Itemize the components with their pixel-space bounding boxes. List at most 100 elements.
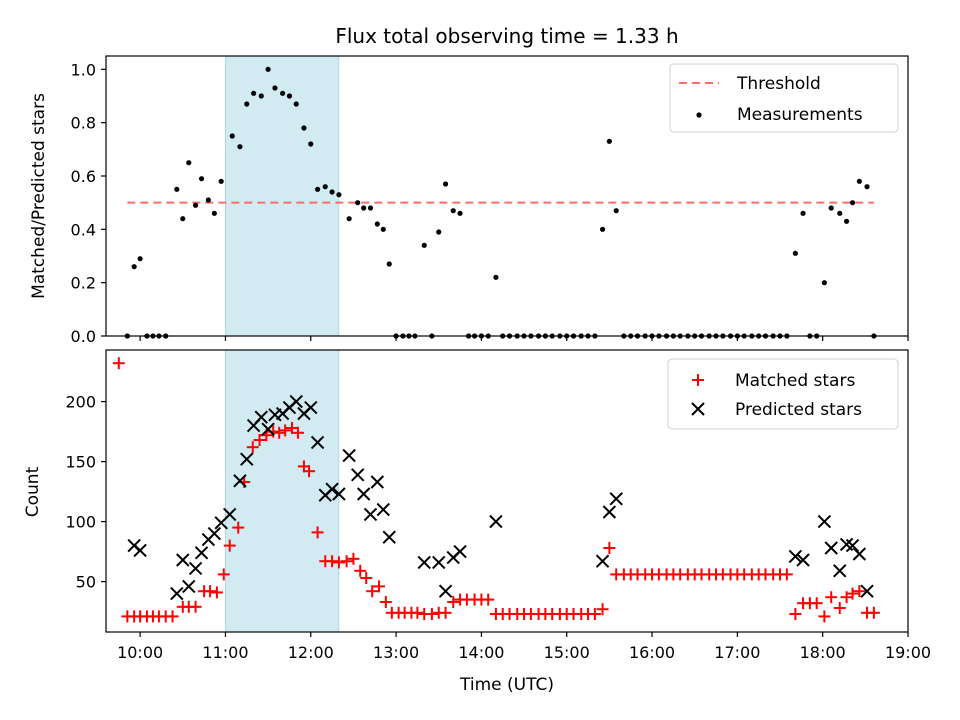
predicted-star-point — [788, 549, 803, 564]
matched-star-point — [279, 424, 292, 437]
bottom-panel: 50 100 150 200 10:00 11:00 12:00 13:00 14:00 15:… — [23, 349, 931, 695]
measurement-point — [837, 210, 843, 216]
predicted-star-point — [602, 505, 617, 519]
measurement-point — [314, 186, 321, 192]
measurement-point — [450, 208, 456, 214]
predicted-star-point — [240, 452, 254, 466]
measurement-point — [272, 85, 278, 91]
chart-title: Flux total observing time = 1.33 h — [335, 24, 678, 48]
measurement-point — [361, 205, 367, 211]
matched-stars-points — [112, 357, 880, 623]
predicted-star-point — [194, 546, 209, 560]
measurement-point — [229, 133, 235, 139]
bottom-x-tick-label: 11:00 — [202, 643, 248, 662]
predicted-star-point — [310, 435, 325, 450]
measurement-point — [374, 221, 380, 227]
matched-star-point — [379, 596, 392, 608]
measurement-point — [792, 250, 798, 256]
predicted-star-point — [382, 530, 396, 544]
measurement-point — [244, 101, 250, 107]
measurement-point — [280, 90, 286, 96]
predicted-star-point — [254, 410, 268, 424]
top-legend-box — [669, 63, 899, 133]
predicted-star-point — [363, 507, 378, 522]
measurement-point — [864, 184, 870, 190]
matched-star-point — [210, 586, 223, 599]
measurement-point — [218, 178, 224, 184]
measurement-point — [421, 242, 427, 248]
predicted-star-point — [432, 555, 446, 570]
bottom-x-tick-label: 10:00 — [117, 643, 163, 662]
top-y-tick-label: 0.8 — [71, 114, 96, 133]
measurement-point — [346, 216, 352, 222]
matched-star-point — [354, 564, 367, 577]
measurement-point — [828, 205, 834, 211]
matched-star-point — [853, 585, 866, 598]
bottom-y-tick-label: 100 — [65, 513, 96, 532]
predicted-star-point — [595, 554, 610, 568]
bottom-x-tick-label: 13:00 — [373, 643, 419, 662]
measurement-point — [205, 197, 211, 203]
predicted-star-point — [342, 448, 356, 463]
top-panel: 0.0 0.2 0.4 0.6 0.8 1.0 Flux total observing … — [29, 24, 909, 346]
predicted-star-point — [170, 586, 184, 601]
measurement-point — [849, 200, 856, 206]
bottom-y-tick-label: 200 — [65, 393, 96, 412]
predicted-star-point — [304, 400, 318, 415]
matched-star-point — [223, 539, 236, 552]
top-y-ticks: 0.0 0.2 0.4 0.6 0.8 1.0 — [71, 60, 106, 346]
matched-star-point — [347, 552, 360, 565]
measurement-point — [180, 216, 186, 222]
measurement-point — [367, 205, 374, 211]
matched-star-point — [291, 426, 304, 439]
matched-star-point — [588, 608, 601, 620]
predicted-star-point — [233, 474, 247, 488]
predicted-star-point — [350, 468, 365, 482]
matched-star-point — [833, 602, 846, 614]
predicted-star-point — [609, 492, 623, 506]
bottom-x-tick-label: 16:00 — [629, 643, 675, 662]
matched-star-point — [326, 555, 339, 568]
predicted-star-point — [845, 538, 860, 553]
bottom-legend-box — [667, 358, 899, 430]
legend-matched-swatch — [692, 374, 704, 386]
measurement-point — [137, 256, 143, 262]
predicted-star-point — [261, 422, 275, 436]
top-axes-frame — [105, 55, 909, 337]
bottom-x-tick-label: 15:00 — [544, 643, 590, 662]
measurement-point — [258, 93, 264, 99]
legend-predicted-label: Predicted stars — [735, 400, 862, 420]
bottom-x-tick-label: 12:00 — [288, 643, 334, 662]
matched-star-point — [217, 568, 230, 581]
matched-star-point — [867, 606, 880, 619]
predicted-star-point — [207, 526, 222, 541]
measurement-point — [457, 210, 463, 216]
predicted-star-point — [833, 564, 847, 578]
predicted-star-point — [438, 584, 453, 598]
legend-threshold-label: Threshold — [736, 74, 821, 94]
measurement-point — [308, 141, 314, 147]
predicted-star-point — [182, 579, 196, 594]
top-y-tick-label: 0.2 — [71, 274, 96, 293]
measurement-point — [843, 218, 850, 224]
matched-star-point — [332, 556, 345, 569]
top-y-tick-label: 0.6 — [71, 167, 96, 186]
predicted-star-point — [489, 514, 503, 529]
measurement-point — [293, 101, 299, 107]
matched-star-point — [411, 606, 424, 619]
x-axis-label: Time (UTC) — [459, 675, 554, 695]
measurement-point — [174, 186, 180, 192]
predicted-star-point — [325, 482, 339, 496]
matched-star-point — [818, 610, 831, 623]
matched-star-point — [340, 555, 353, 568]
predicted-star-point — [376, 502, 390, 517]
matched-star-point — [189, 600, 202, 613]
matched-star-point — [112, 357, 125, 370]
measurement-point — [198, 176, 205, 182]
matched-star-point — [246, 441, 259, 454]
top-y-tick-label: 0.0 — [71, 327, 96, 346]
bottom-x-tick-label: 17:00 — [714, 643, 760, 662]
measurement-point — [237, 144, 243, 150]
matched-star-point — [810, 597, 823, 610]
